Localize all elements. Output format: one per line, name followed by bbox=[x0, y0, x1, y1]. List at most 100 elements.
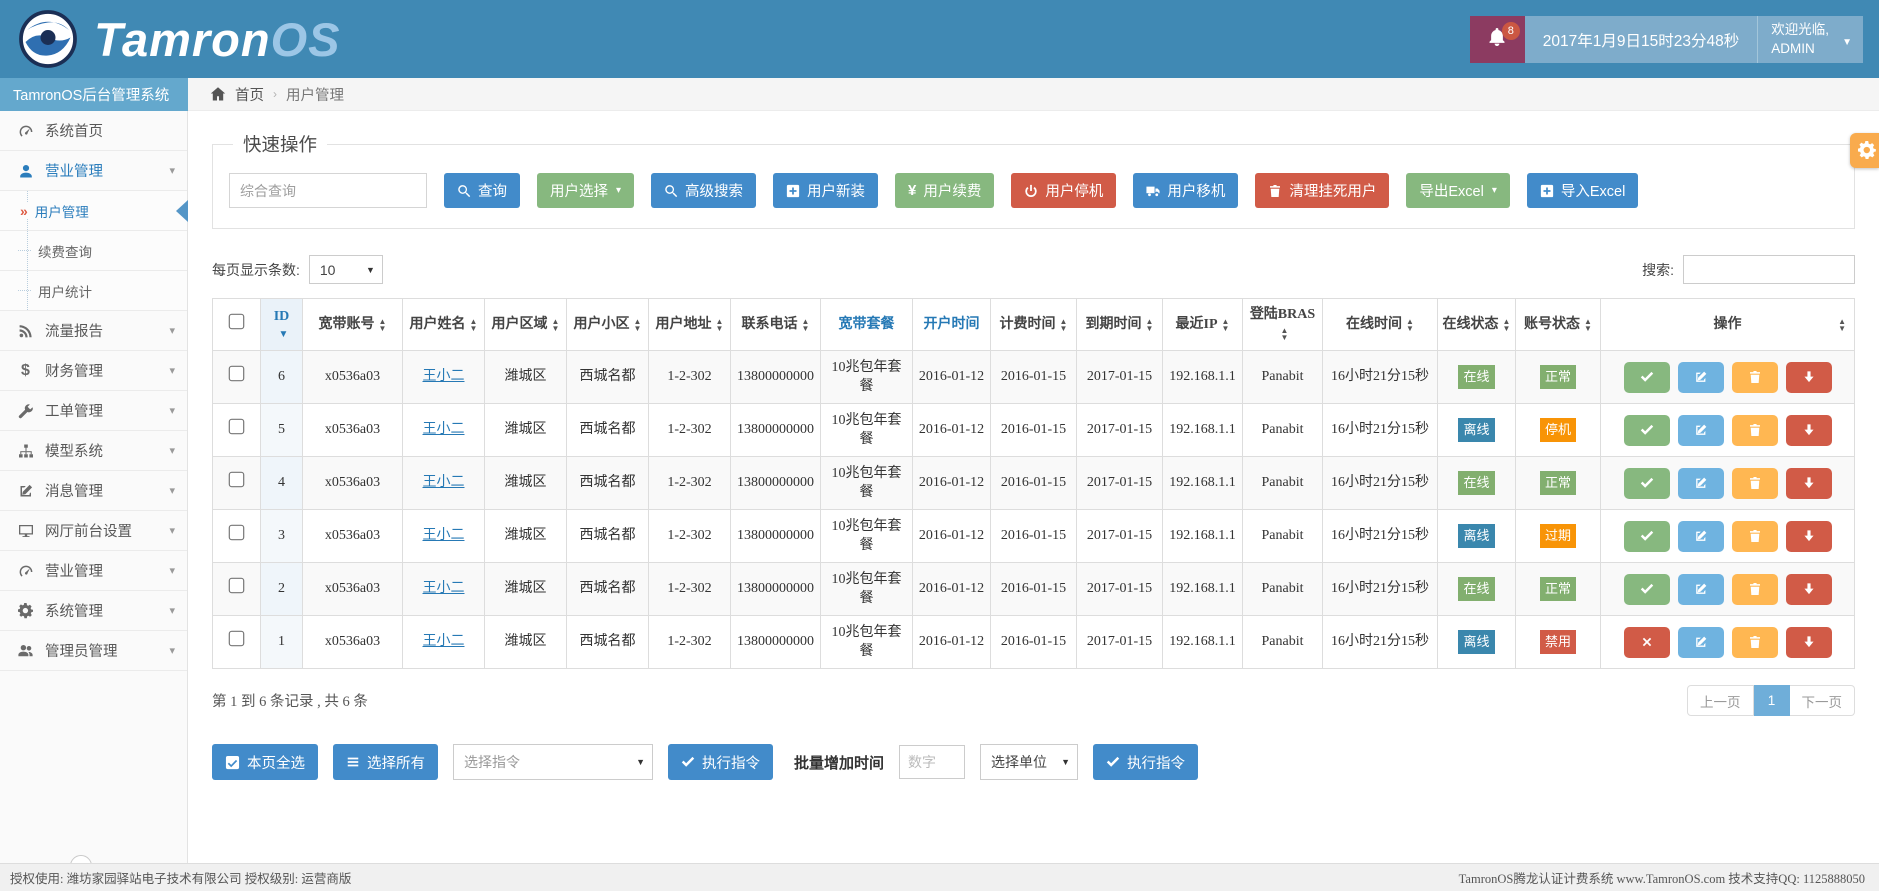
column-header-用户区域[interactable]: 用户区域 ▲ ▼ bbox=[484, 297, 567, 352]
enable-button[interactable] bbox=[1623, 467, 1670, 499]
quickop-button-用户新装[interactable]: 用户新装 bbox=[773, 173, 879, 208]
row-checkbox[interactable] bbox=[228, 525, 245, 541]
row-checkbox[interactable] bbox=[228, 419, 245, 435]
select-all-checkbox[interactable] bbox=[228, 313, 245, 330]
sidebar-item-营业管理[interactable]: 营业管理 ▾ bbox=[0, 551, 187, 591]
sidebar-item-管理员管理[interactable]: 管理员管理 ▾ bbox=[0, 631, 187, 671]
sidebar-item-系统管理[interactable]: 系统管理 ▾ bbox=[0, 591, 187, 631]
column-header-账号状态[interactable]: 账号状态 ▲ ▼ bbox=[1515, 297, 1601, 352]
sidebar-item-续费查询[interactable]: 续费查询 bbox=[0, 231, 187, 271]
column-header-开户时间[interactable]: 开户时间 bbox=[912, 297, 991, 352]
user-name-link[interactable]: 王小二 bbox=[422, 581, 465, 597]
row-checkbox[interactable] bbox=[228, 366, 245, 382]
column-header-最近IP[interactable]: 最近IP ▲ ▼ bbox=[1162, 297, 1243, 352]
quickop-button-导入Excel[interactable]: 导入Excel bbox=[1526, 173, 1639, 208]
edit-button[interactable] bbox=[1677, 467, 1724, 499]
user-name-link[interactable]: 王小二 bbox=[422, 475, 465, 491]
column-header-联系电话[interactable]: 联系电话 ▲ ▼ bbox=[730, 297, 821, 352]
disable-button[interactable] bbox=[1623, 626, 1670, 658]
admin-menu-button[interactable]: 欢迎光临, ADMIN ▼ bbox=[1758, 16, 1863, 63]
edit-button[interactable] bbox=[1677, 361, 1724, 393]
execute-command-button[interactable]: 执行指令 bbox=[668, 744, 773, 781]
quickop-button-用户选择[interactable]: 用户选择 ▾ bbox=[537, 173, 635, 208]
quickop-button-用户移机[interactable]: 用户移机 bbox=[1133, 173, 1239, 208]
enable-button[interactable] bbox=[1623, 361, 1670, 393]
sidebar-item-营业管理[interactable]: 营业管理 ▾ bbox=[0, 151, 187, 191]
enable-button[interactable] bbox=[1623, 573, 1670, 605]
column-header-在线时间[interactable]: 在线时间 ▲ ▼ bbox=[1322, 297, 1438, 352]
sort-icon[interactable]: ▲ ▼ bbox=[1059, 316, 1068, 333]
unit-select[interactable]: 选择单位 ▼ bbox=[980, 744, 1079, 781]
sidebar-item-系统首页[interactable]: 系统首页 bbox=[0, 111, 187, 151]
batch-number-input[interactable] bbox=[899, 745, 966, 780]
sidebar-item-财务管理[interactable]: $ 财务管理 ▾ bbox=[0, 351, 187, 391]
row-checkbox[interactable] bbox=[228, 472, 245, 488]
row-checkbox[interactable] bbox=[228, 578, 245, 594]
delete-button[interactable] bbox=[1731, 626, 1778, 658]
sort-icon[interactable]: ▲ ▼ bbox=[1584, 316, 1592, 333]
edit-button[interactable] bbox=[1677, 520, 1724, 552]
download-button[interactable] bbox=[1785, 573, 1832, 605]
command-select[interactable]: 选择指令 ▼ bbox=[453, 744, 653, 781]
download-button[interactable] bbox=[1785, 467, 1832, 499]
sort-icon[interactable]: ▲ ▼ bbox=[1221, 316, 1230, 333]
page-1-button[interactable]: 1 bbox=[1753, 685, 1790, 717]
sort-icon[interactable]: ▲ ▼ bbox=[378, 316, 387, 333]
sidebar-item-用户统计[interactable]: 用户统计 bbox=[0, 271, 187, 311]
execute-time-button[interactable]: 执行指令 bbox=[1093, 744, 1199, 781]
sort-icon[interactable]: ▲ ▼ bbox=[1406, 316, 1414, 333]
user-name-link[interactable]: 王小二 bbox=[422, 528, 465, 544]
table-search-input[interactable] bbox=[1683, 255, 1855, 284]
sort-icon[interactable]: ▲ ▼ bbox=[801, 316, 810, 333]
sidebar-item-消息管理[interactable]: 消息管理 ▾ bbox=[0, 471, 187, 511]
delete-button[interactable] bbox=[1731, 467, 1778, 499]
column-header-登陆BRAS[interactable]: 登陆BRAS ▲ ▼ bbox=[1242, 297, 1323, 352]
settings-gear-button[interactable] bbox=[1850, 133, 1879, 168]
edit-button[interactable] bbox=[1677, 573, 1724, 605]
next-page-button[interactable]: 下一页 bbox=[1789, 685, 1855, 717]
delete-button[interactable] bbox=[1731, 361, 1778, 393]
column-header-到期时间[interactable]: 到期时间 ▲ ▼ bbox=[1076, 297, 1163, 352]
download-button[interactable] bbox=[1785, 361, 1832, 393]
download-button[interactable] bbox=[1785, 520, 1832, 552]
row-checkbox[interactable] bbox=[228, 631, 245, 647]
user-name-link[interactable]: 王小二 bbox=[422, 369, 465, 385]
column-header-操作[interactable]: 操作 ▲ ▼ bbox=[1600, 297, 1855, 352]
sort-icon[interactable]: ▲ ▼ bbox=[1502, 316, 1511, 333]
enable-button[interactable] bbox=[1623, 520, 1670, 552]
sort-icon[interactable]: ▲ ▼ bbox=[1145, 316, 1154, 333]
download-button[interactable] bbox=[1785, 626, 1832, 658]
page-size-select[interactable]: 10 ▼ bbox=[308, 255, 383, 284]
breadcrumb-home[interactable]: 首页 bbox=[235, 87, 264, 104]
sort-icon[interactable]: ▲ ▼ bbox=[1280, 326, 1289, 343]
column-header-用户地址[interactable]: 用户地址 ▲ ▼ bbox=[648, 297, 731, 352]
sidebar-item-工单管理[interactable]: 工单管理 ▾ bbox=[0, 391, 187, 431]
sort-desc-icon[interactable]: ▼ bbox=[278, 329, 289, 341]
quickop-button-高级搜索[interactable]: 高级搜索 bbox=[651, 173, 757, 208]
column-header-用户姓名[interactable]: 用户姓名 ▲ ▼ bbox=[402, 297, 485, 352]
sort-icon[interactable]: ▲ ▼ bbox=[551, 316, 560, 333]
delete-button[interactable] bbox=[1731, 573, 1778, 605]
delete-button[interactable] bbox=[1731, 520, 1778, 552]
user-name-link[interactable]: 王小二 bbox=[422, 422, 465, 438]
delete-button[interactable] bbox=[1731, 414, 1778, 446]
edit-button[interactable] bbox=[1677, 626, 1724, 658]
sort-icon[interactable]: ▲ ▼ bbox=[469, 316, 478, 333]
edit-button[interactable] bbox=[1677, 414, 1724, 446]
sort-icon[interactable]: ▲ ▼ bbox=[715, 316, 724, 333]
column-header-在线状态[interactable]: 在线状态 ▲ ▼ bbox=[1437, 297, 1516, 352]
enable-button[interactable] bbox=[1623, 414, 1670, 446]
quickop-button-用户续费[interactable]: ¥ 用户续费 bbox=[895, 173, 995, 208]
combined-search-input[interactable] bbox=[229, 173, 427, 208]
column-header-宽带账号[interactable]: 宽带账号 ▲ ▼ bbox=[302, 297, 403, 352]
sidebar-item-流量报告[interactable]: 流量报告 ▾ bbox=[0, 311, 187, 351]
sort-icon[interactable]: ▲ ▼ bbox=[633, 316, 642, 333]
home-icon[interactable] bbox=[210, 86, 226, 102]
column-header-计费时间[interactable]: 计费时间 ▲ ▼ bbox=[990, 297, 1077, 352]
sidebar-item-网厅前台设置[interactable]: 网厅前台设置 ▾ bbox=[0, 511, 187, 551]
download-button[interactable] bbox=[1785, 414, 1832, 446]
select-all-button[interactable]: 选择所有 bbox=[333, 744, 438, 781]
column-header-用户小区[interactable]: 用户小区 ▲ ▼ bbox=[566, 297, 649, 352]
quickop-button-用户停机[interactable]: 用户停机 bbox=[1011, 173, 1117, 208]
sort-icon[interactable]: ▲ ▼ bbox=[1838, 316, 1846, 333]
